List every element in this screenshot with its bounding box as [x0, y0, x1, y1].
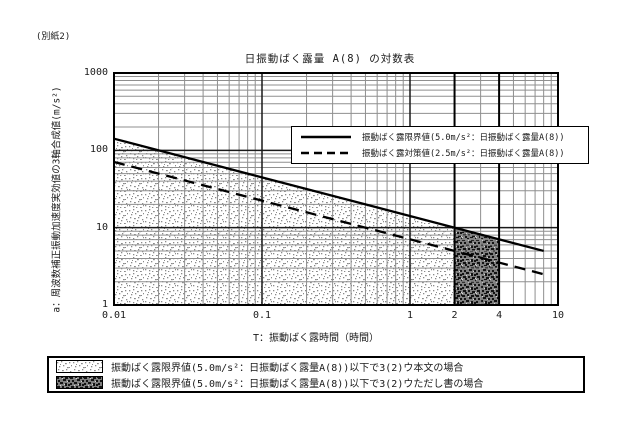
region-below-limit-proviso — [454, 227, 500, 305]
plot-frame — [113, 72, 559, 306]
region-legend-label-main-text: 振動ばく露限界値(5.0m/s²：日振動ばく露量A(8))以下で3(2)ウ本文の… — [111, 363, 464, 374]
solid-line-sample — [301, 135, 351, 139]
region-legend-row-proviso: 振動ばく露限界値(5.0m/s²：日振動ばく露量A(8))以下で3(2)ウただし… — [56, 375, 583, 390]
legend-row-action-line: 振動ばく露対策値(2.5m/s²：日振動ばく露量A(8)) — [300, 147, 588, 159]
line-legend-box: 振動ばく露限界値(5.0m/s²：日振動ばく露量A(8)) 振動ばく露対策値(2… — [291, 126, 589, 164]
x-tick-label: 10 — [551, 310, 565, 321]
x-tick-label: 0.1 — [252, 310, 272, 321]
x-tick-label: 4 — [496, 310, 503, 321]
legend-label-limit-line: 振動ばく露限界値(5.0m/s²：日振動ばく露量A(8)) — [362, 133, 565, 143]
dashed-line-sample — [301, 151, 351, 155]
region-legend-label-proviso: 振動ばく露限界値(5.0m/s²：日振動ばく露量A(8))以下で3(2)ウただし… — [111, 379, 484, 390]
y-tick-label: 1 — [101, 299, 108, 310]
x-axis-label: T：振動ばく露時間（時間） — [252, 333, 380, 344]
legend-row-limit-line: 振動ばく露限界値(5.0m/s²：日振動ばく露量A(8)) — [300, 131, 588, 143]
x-tick-label: 0.01 — [101, 310, 127, 321]
y-tick-label: 1000 — [83, 67, 108, 78]
action-value-line — [113, 160, 544, 276]
y-tick-label: 100 — [89, 144, 108, 156]
attachment-note: (別紙2) — [36, 32, 71, 42]
region-legend-row-main-text: 振動ばく露限界値(5.0m/s²：日振動ばく露量A(8))以下で3(2)ウ本文の… — [56, 359, 583, 374]
dark-stipple-swatch — [56, 376, 103, 389]
light-stipple-swatch — [56, 360, 103, 373]
chart-title: 日振動ばく露量 A(8) の対数表 — [244, 53, 416, 65]
x-tick-label: 1 — [406, 310, 414, 321]
x-tick-label: 2 — [451, 310, 458, 321]
region-legend-box: 振動ばく露限界値(5.0m/s²：日振動ばく露量A(8))以下で3(2)ウ本文の… — [47, 356, 585, 393]
region-below-limit-main-text — [114, 138, 455, 305]
legend-label-action-line: 振動ばく露対策値(2.5m/s²：日振動ばく露量A(8)) — [362, 149, 565, 159]
y-tick-label: 10 — [95, 221, 108, 233]
limit-value-line — [113, 137, 544, 253]
